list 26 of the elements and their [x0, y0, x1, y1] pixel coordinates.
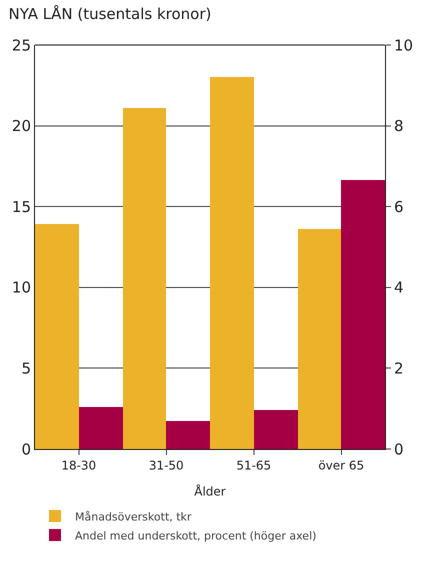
y-tick-label: 25	[12, 36, 31, 54]
y-tick-label: 0	[21, 440, 31, 458]
x-tick-label: 51-65	[236, 458, 272, 472]
chart-title: NYA LÅN (tusentals kronor)	[8, 5, 212, 24]
y-tick-label: 10	[12, 278, 31, 297]
bar	[123, 108, 166, 449]
y-tick-label: 15	[12, 198, 31, 216]
x-tick-label: över 65	[318, 458, 364, 472]
legend-label: Andel med underskott, procent (höger axel)	[75, 529, 316, 542]
bar	[210, 77, 254, 449]
bar	[35, 224, 79, 449]
y2-tick-label: 8	[394, 117, 404, 136]
legend-label: Månadsöverskott, tkr	[75, 510, 192, 524]
x-axis-title: Ålder	[194, 483, 226, 498]
y2-tick-label: 10	[394, 36, 414, 54]
y2-tick-label: 4	[394, 278, 404, 297]
x-tick-label: 31-50	[148, 458, 184, 472]
x-tick-label: 18-30	[61, 458, 96, 472]
bar	[166, 421, 210, 449]
y2-tick-label: 0	[394, 440, 404, 458]
bar	[254, 410, 298, 449]
y2-tick-label: 2	[394, 359, 404, 378]
y-tick-label: 20	[12, 117, 31, 136]
y2-tick-label: 6	[394, 198, 404, 216]
bar	[79, 407, 123, 449]
y-tick-label: 5	[21, 359, 31, 378]
